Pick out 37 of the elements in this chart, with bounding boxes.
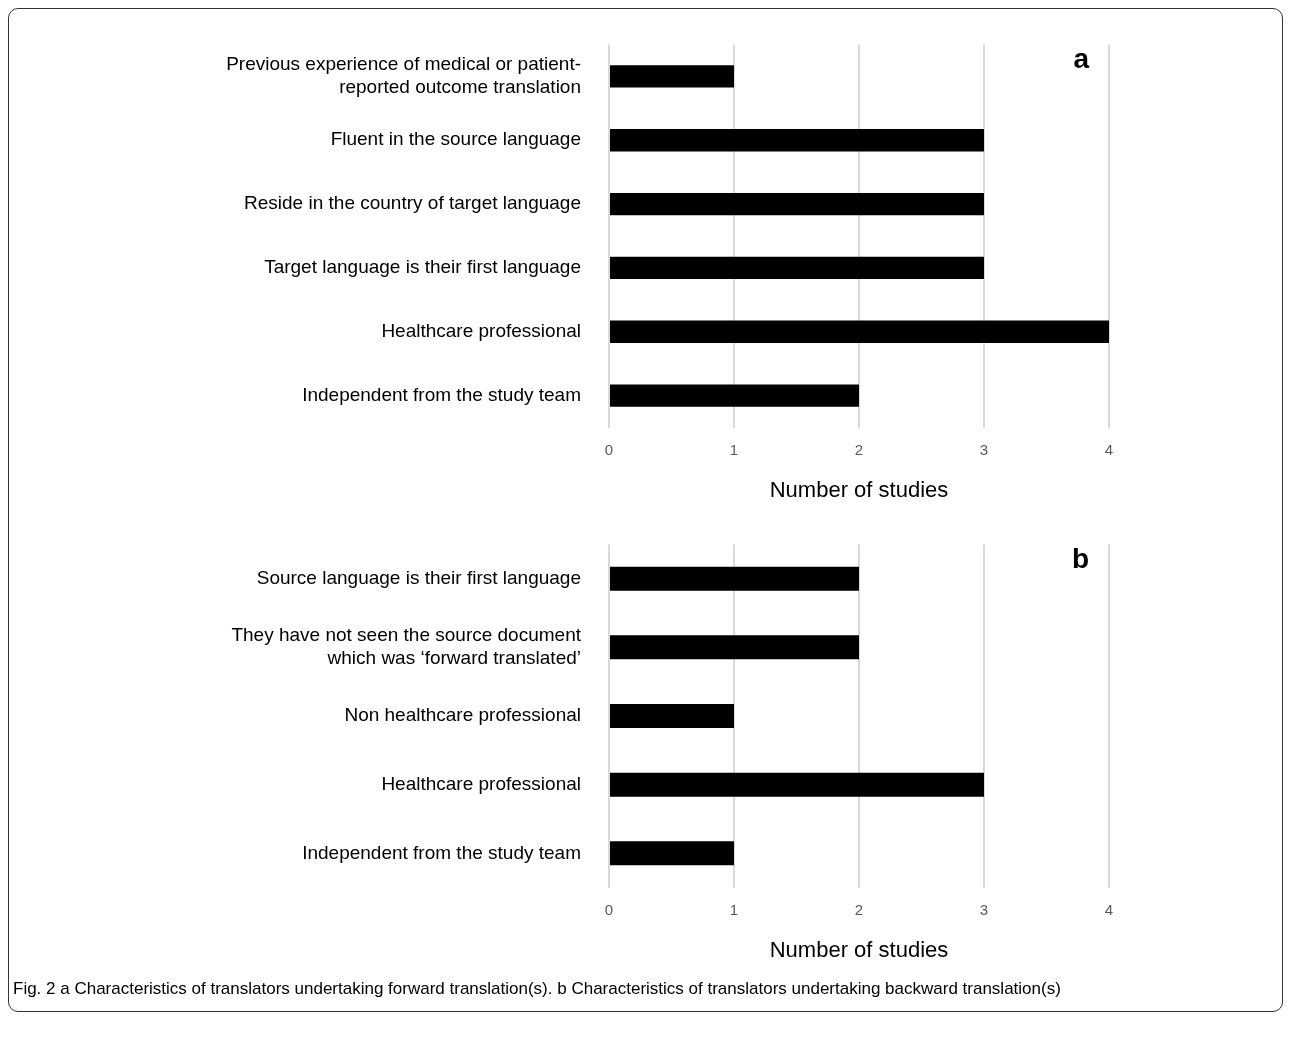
x-tick-label: 3	[979, 900, 989, 918]
bar	[610, 256, 984, 280]
x-axis-title: Number of studies	[769, 476, 949, 502]
bar	[610, 566, 859, 591]
y-tick-label: Healthcare professional	[381, 772, 581, 794]
chart-title: b	[1071, 543, 1089, 575]
bar	[610, 129, 984, 152]
y-tick-label: Reside in the country of target language	[244, 192, 581, 214]
bar	[610, 703, 734, 729]
x-tick-label: 2	[854, 440, 864, 458]
x-tick-label: 0	[604, 900, 614, 918]
x-tick-label: 4	[1104, 440, 1114, 458]
y-tick-label: Healthcare professional	[381, 320, 581, 342]
x-tick-label: 4	[1104, 900, 1114, 918]
bar	[610, 635, 859, 660]
x-axis-title: Number of studies	[769, 936, 949, 962]
chart-title: a	[1073, 43, 1090, 75]
y-tick-label: They have not seen the source document which was ‘forward translated’	[231, 624, 582, 668]
bar	[610, 192, 984, 216]
y-tick-label: Target language is their first language	[264, 256, 581, 278]
y-tick-label: Independent from the study team	[302, 383, 581, 405]
y-tick-label: Previous experience of medical or patient-reported outcome translation	[226, 53, 581, 97]
y-tick-label: Non healthcare professional	[344, 704, 581, 726]
bar	[610, 65, 734, 88]
bar	[610, 772, 984, 797]
y-tick-label: Independent from the study team	[302, 841, 581, 863]
y-tick-label: Fluent in the source language	[330, 128, 581, 150]
bar	[610, 320, 1109, 343]
x-tick-label: 0	[604, 440, 614, 458]
x-tick-label: 2	[854, 900, 864, 918]
x-tick-label: 1	[729, 900, 739, 918]
x-tick-label: 3	[979, 440, 989, 458]
bar	[610, 841, 734, 866]
caption: Fig. 2 a Characteristics of translators undertaking forward translation(s). b Characteristics of translators undertaking backward translation(s)	[12, 978, 1062, 1000]
bar	[610, 384, 859, 407]
x-tick-label: 1	[729, 440, 739, 458]
y-tick-label: Source language is their first language	[256, 566, 581, 588]
